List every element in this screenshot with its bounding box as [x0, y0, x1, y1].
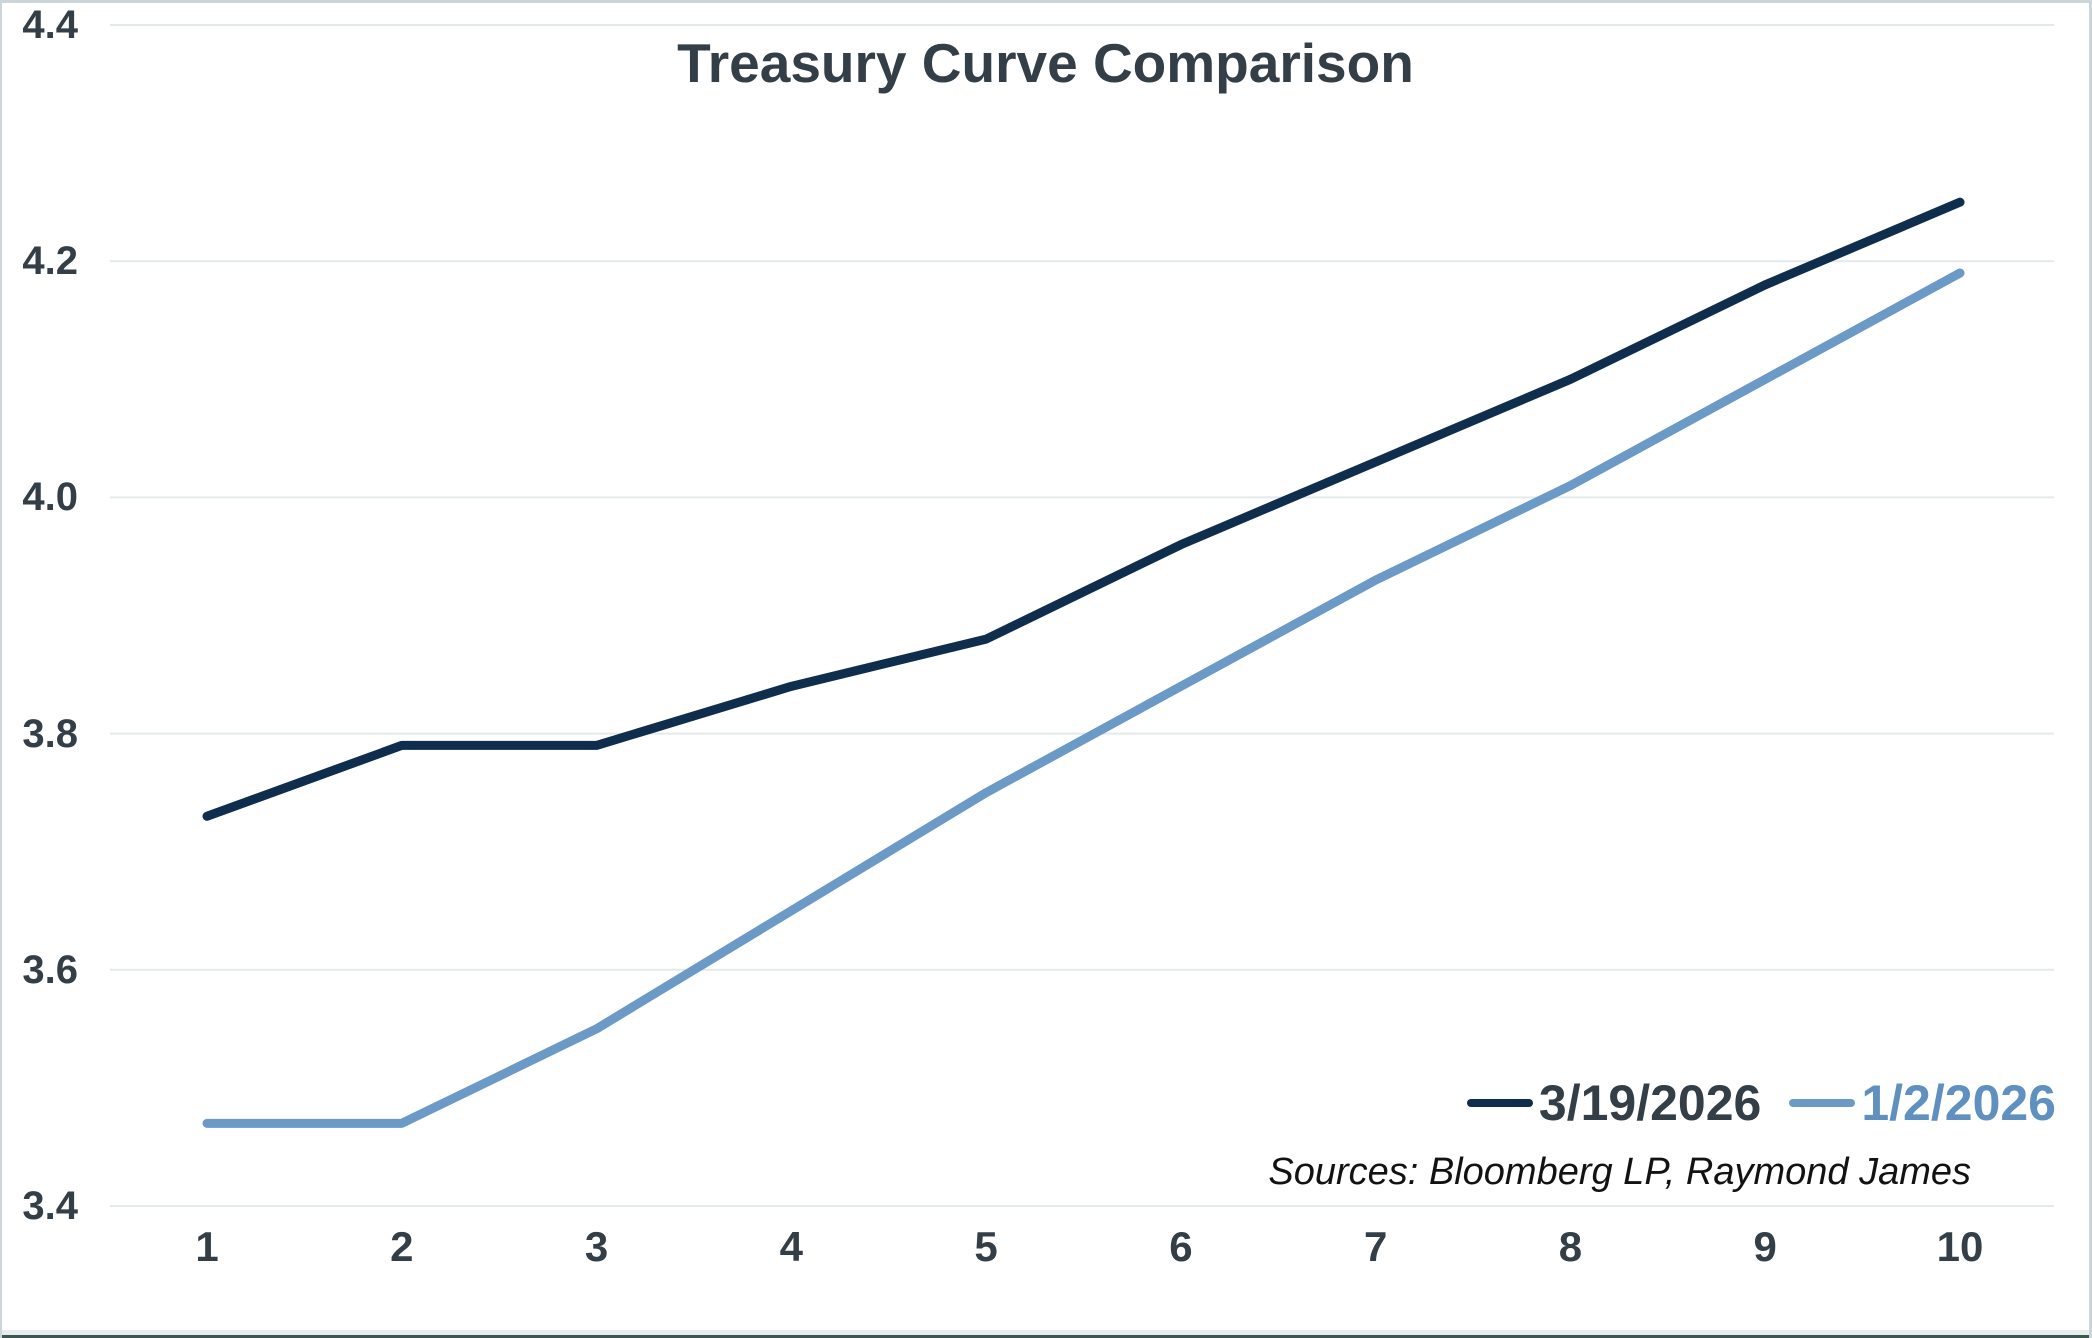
y-tick-label-3.4: 3.4	[22, 1184, 78, 1228]
x-tick-label-3: 3	[584, 1223, 609, 1270]
x-tick-label-9: 9	[1753, 1223, 1777, 1270]
plot-area	[110, 24, 2054, 1207]
y-tick-label-4.2: 4.2	[22, 239, 78, 284]
legend-item-3-19-2026: 3/19/2026	[1466, 1075, 1762, 1131]
series-line-3-19-2026	[202, 197, 1965, 821]
x-tick-label-6: 6	[1169, 1223, 1193, 1270]
legend-line-swatch	[1789, 1099, 1856, 1107]
x-tick-label-8: 8	[1558, 1223, 1583, 1270]
y-tick-label-3.8: 3.8	[22, 711, 78, 756]
y-tick-label-4.0: 4.0	[22, 475, 78, 520]
y-tick-label-4.4: 4.4	[22, 3, 78, 47]
bottom-edge-divider	[2, 1330, 2089, 1338]
legend: 3/19/2026 1/2/2026	[1466, 1075, 2056, 1131]
y-tick-label-3.6: 3.6	[22, 947, 78, 992]
legend-label: 1/2/2026	[1861, 1075, 2056, 1131]
legend-line-swatch	[1466, 1099, 1533, 1107]
legend-item-1-2-2026: 1/2/2026	[1789, 1077, 2056, 1129]
x-tick-label-10: 10	[1936, 1223, 1984, 1270]
x-tick-label-2: 2	[390, 1223, 414, 1270]
chart-title: Treasury Curve Comparison	[677, 32, 1414, 94]
series-line-1-2-2026	[202, 268, 1965, 1128]
x-tick-label-4: 4	[779, 1223, 803, 1270]
legend-label: 3/19/2026	[1538, 1075, 1762, 1131]
x-tick-label-5: 5	[974, 1223, 998, 1270]
x-tick-label-7: 7	[1363, 1223, 1388, 1270]
x-tick-label-1: 1	[195, 1223, 219, 1270]
source-note: Sources: Bloomberg LP, Raymond James	[1268, 1151, 1971, 1193]
